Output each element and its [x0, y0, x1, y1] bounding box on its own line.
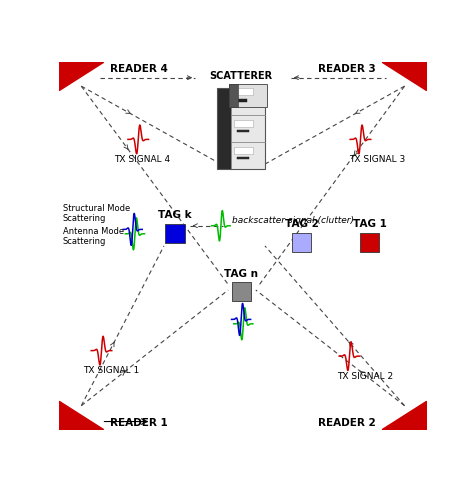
Text: TX SIGNAL 4: TX SIGNAL 4	[114, 155, 170, 164]
Text: READER 4: READER 4	[110, 64, 168, 74]
Bar	[237, 130, 249, 132]
Bar	[217, 88, 230, 169]
Bar	[231, 282, 251, 301]
Text: READER 2: READER 2	[319, 418, 376, 428]
Text: Antenna Mode
Scattering: Antenna Mode Scattering	[63, 227, 124, 246]
Bar	[292, 233, 311, 252]
Text: TAG n: TAG n	[224, 269, 258, 279]
Bar	[235, 99, 247, 102]
Text: TX SIGNAL 3: TX SIGNAL 3	[349, 155, 406, 164]
Text: TAG k: TAG k	[158, 210, 192, 220]
Bar	[237, 157, 249, 159]
Text: backscatter signal (clutter): backscatter signal (clutter)	[232, 216, 354, 225]
Polygon shape	[382, 401, 427, 430]
Bar	[234, 147, 253, 154]
Bar	[230, 88, 265, 169]
Text: TAG 2: TAG 2	[285, 219, 319, 229]
Text: TAG 1: TAG 1	[353, 219, 387, 229]
Bar	[165, 224, 184, 243]
Polygon shape	[59, 401, 104, 430]
Bar	[234, 94, 253, 100]
Polygon shape	[382, 62, 427, 91]
Text: Structural Mode
Scattering: Structural Mode Scattering	[63, 204, 130, 224]
Text: READER 1: READER 1	[110, 418, 167, 428]
Bar	[217, 88, 265, 169]
Bar	[237, 103, 249, 106]
Text: TX SIGNAL 2: TX SIGNAL 2	[337, 372, 393, 380]
Bar	[360, 233, 379, 252]
Text: SCATTERER: SCATTERER	[210, 72, 273, 81]
Bar	[229, 84, 266, 107]
Text: TX SIGNAL 1: TX SIGNAL 1	[83, 366, 139, 375]
Text: READER 3: READER 3	[319, 64, 376, 74]
Bar	[234, 120, 253, 127]
Polygon shape	[59, 62, 104, 91]
Bar	[229, 84, 238, 107]
Bar	[233, 88, 253, 94]
